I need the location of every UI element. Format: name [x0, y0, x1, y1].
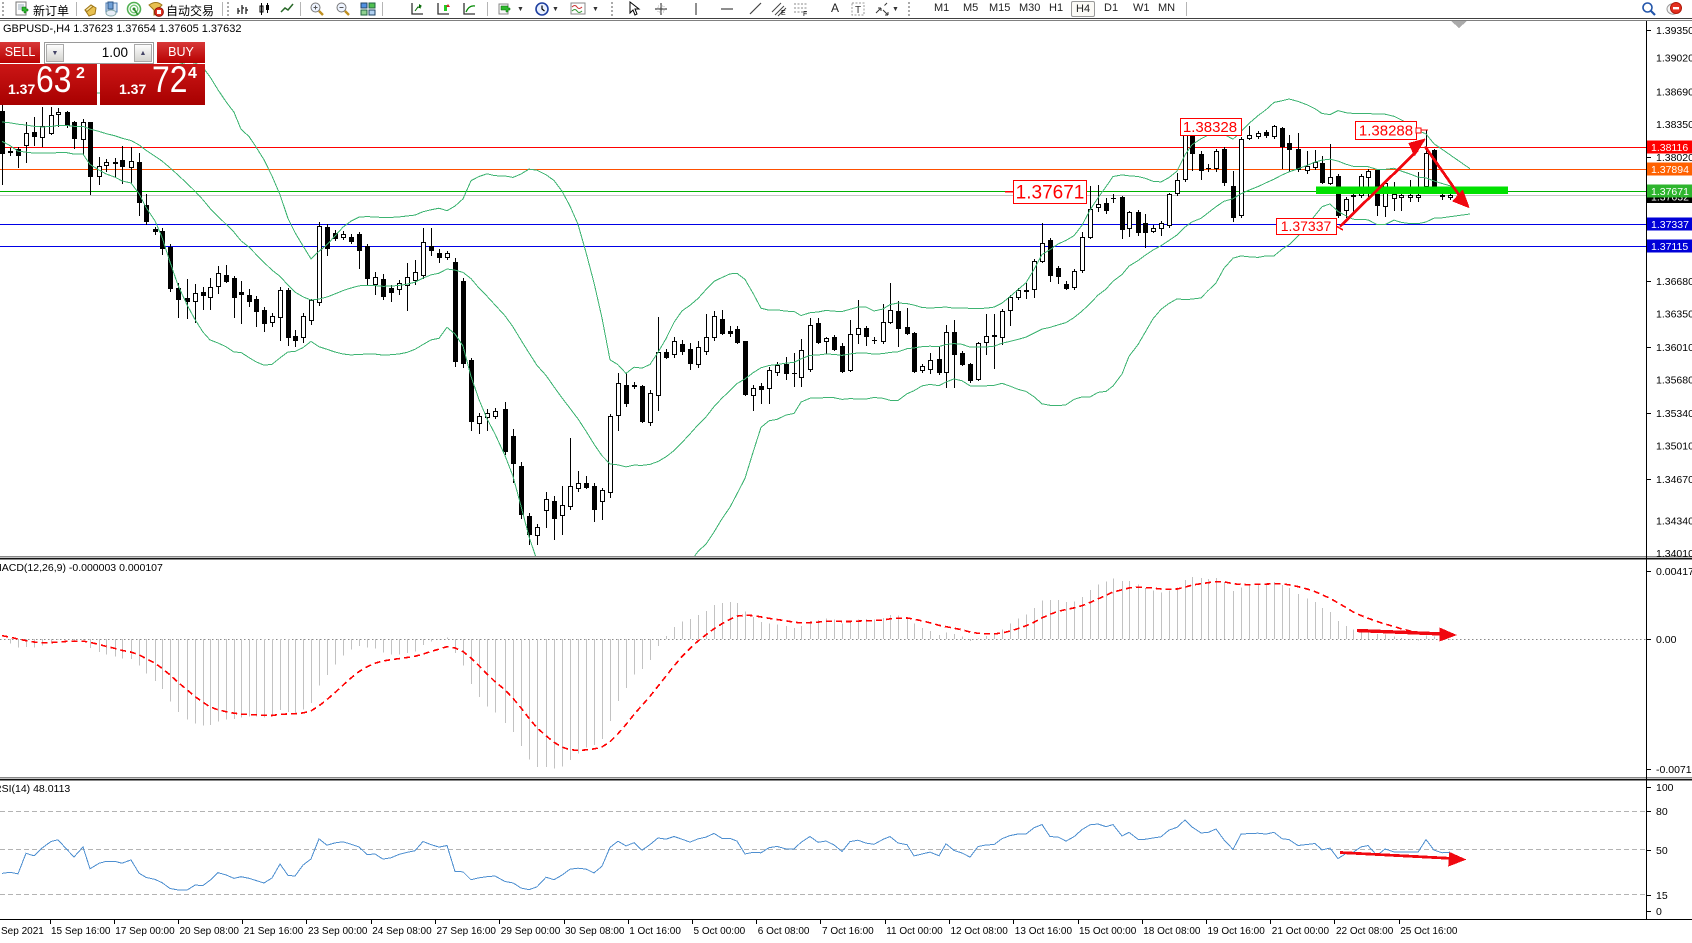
svg-text:29 Sep 00:00: 29 Sep 00:00	[501, 926, 561, 937]
svg-text:1.36010: 1.36010	[1656, 342, 1692, 354]
svg-text:1.38350: 1.38350	[1656, 119, 1692, 131]
svg-text:18 Oct 08:00: 18 Oct 08:00	[1143, 926, 1201, 937]
svg-text:21 Sep 16:00: 21 Sep 16:00	[244, 926, 304, 937]
svg-text:1.39020: 1.39020	[1656, 53, 1692, 65]
svg-text:MACD(12,26,9) -0.000003 0.0001: MACD(12,26,9) -0.000003 0.000107	[0, 562, 163, 574]
svg-text:24 Sep 08:00: 24 Sep 08:00	[372, 926, 432, 937]
svg-text:15: 15	[1656, 890, 1668, 902]
svg-text:1.38288: 1.38288	[1359, 122, 1413, 139]
svg-text:1.39350: 1.39350	[1656, 25, 1692, 37]
svg-text:30 Sep 08:00: 30 Sep 08:00	[565, 926, 625, 937]
svg-text:0.00: 0.00	[1656, 634, 1677, 646]
svg-text:5 Oct 00:00: 5 Oct 00:00	[694, 926, 746, 937]
svg-text:21 Oct 00:00: 21 Oct 00:00	[1272, 926, 1330, 937]
svg-text:19 Oct 16:00: 19 Oct 16:00	[1208, 926, 1266, 937]
svg-text:1.36350: 1.36350	[1656, 308, 1692, 320]
svg-text:80: 80	[1656, 806, 1668, 818]
svg-text:1 Oct 16:00: 1 Oct 16:00	[629, 926, 681, 937]
svg-text:1.34010: 1.34010	[1656, 548, 1692, 560]
svg-text:1.34340: 1.34340	[1656, 516, 1692, 528]
svg-text:15 Oct 00:00: 15 Oct 00:00	[1079, 926, 1137, 937]
svg-text:1.38690: 1.38690	[1656, 86, 1692, 98]
svg-text:1.34670: 1.34670	[1656, 474, 1692, 486]
svg-text:20 Sep 08:00: 20 Sep 08:00	[180, 926, 240, 937]
svg-text:6 Oct 08:00: 6 Oct 08:00	[758, 926, 810, 937]
svg-text:0: 0	[1656, 906, 1662, 918]
svg-text:RSI(14) 48.0113: RSI(14) 48.0113	[0, 783, 70, 795]
svg-text:1.37337: 1.37337	[1651, 219, 1689, 231]
svg-text:1.35340: 1.35340	[1656, 408, 1692, 420]
svg-text:22 Oct 08:00: 22 Oct 08:00	[1336, 926, 1394, 937]
svg-text:7 Oct 16:00: 7 Oct 16:00	[822, 926, 874, 937]
svg-text:1.38020: 1.38020	[1656, 152, 1692, 164]
svg-text:11 Oct 00:00: 11 Oct 00:00	[886, 926, 943, 937]
svg-text:Sep 2021: Sep 2021	[1, 926, 44, 937]
svg-text:1.37671: 1.37671	[1016, 182, 1085, 203]
svg-text:1.38116: 1.38116	[1651, 142, 1688, 154]
svg-text:1.35010: 1.35010	[1656, 440, 1692, 452]
svg-text:1.38328: 1.38328	[1183, 119, 1237, 136]
svg-text:T: T	[855, 5, 861, 16]
svg-text:0.004177: 0.004177	[1656, 566, 1692, 578]
svg-text:1.37894: 1.37894	[1651, 164, 1689, 176]
svg-text:12 Oct 08:00: 12 Oct 08:00	[951, 926, 1009, 937]
svg-text:15 Sep 16:00: 15 Sep 16:00	[51, 926, 111, 937]
svg-text:1.37337: 1.37337	[1281, 218, 1332, 234]
svg-text:F: F	[803, 11, 807, 17]
svg-text:17 Sep 00:00: 17 Sep 00:00	[115, 926, 175, 937]
svg-text:25 Oct 16:00: 25 Oct 16:00	[1400, 926, 1458, 937]
svg-text:E: E	[781, 10, 786, 17]
svg-text:50: 50	[1656, 845, 1668, 857]
svg-text:1.37671: 1.37671	[1651, 186, 1689, 198]
svg-text:23 Sep 00:00: 23 Sep 00:00	[308, 926, 368, 937]
svg-text:1.36680: 1.36680	[1656, 276, 1692, 288]
svg-text:GBPUSD-,H4 1.37623 1.37654 1.: GBPUSD-,H4 1.37623 1.37654 1.37605 1.376…	[3, 23, 242, 35]
svg-text:1.35680: 1.35680	[1656, 374, 1692, 386]
svg-text:1.37115: 1.37115	[1651, 241, 1688, 253]
svg-text:-0.007153: -0.007153	[1656, 764, 1692, 776]
svg-text:13 Oct 16:00: 13 Oct 16:00	[1015, 926, 1073, 937]
svg-text:100: 100	[1656, 782, 1674, 794]
svg-text:27 Sep 16:00: 27 Sep 16:00	[437, 926, 497, 937]
